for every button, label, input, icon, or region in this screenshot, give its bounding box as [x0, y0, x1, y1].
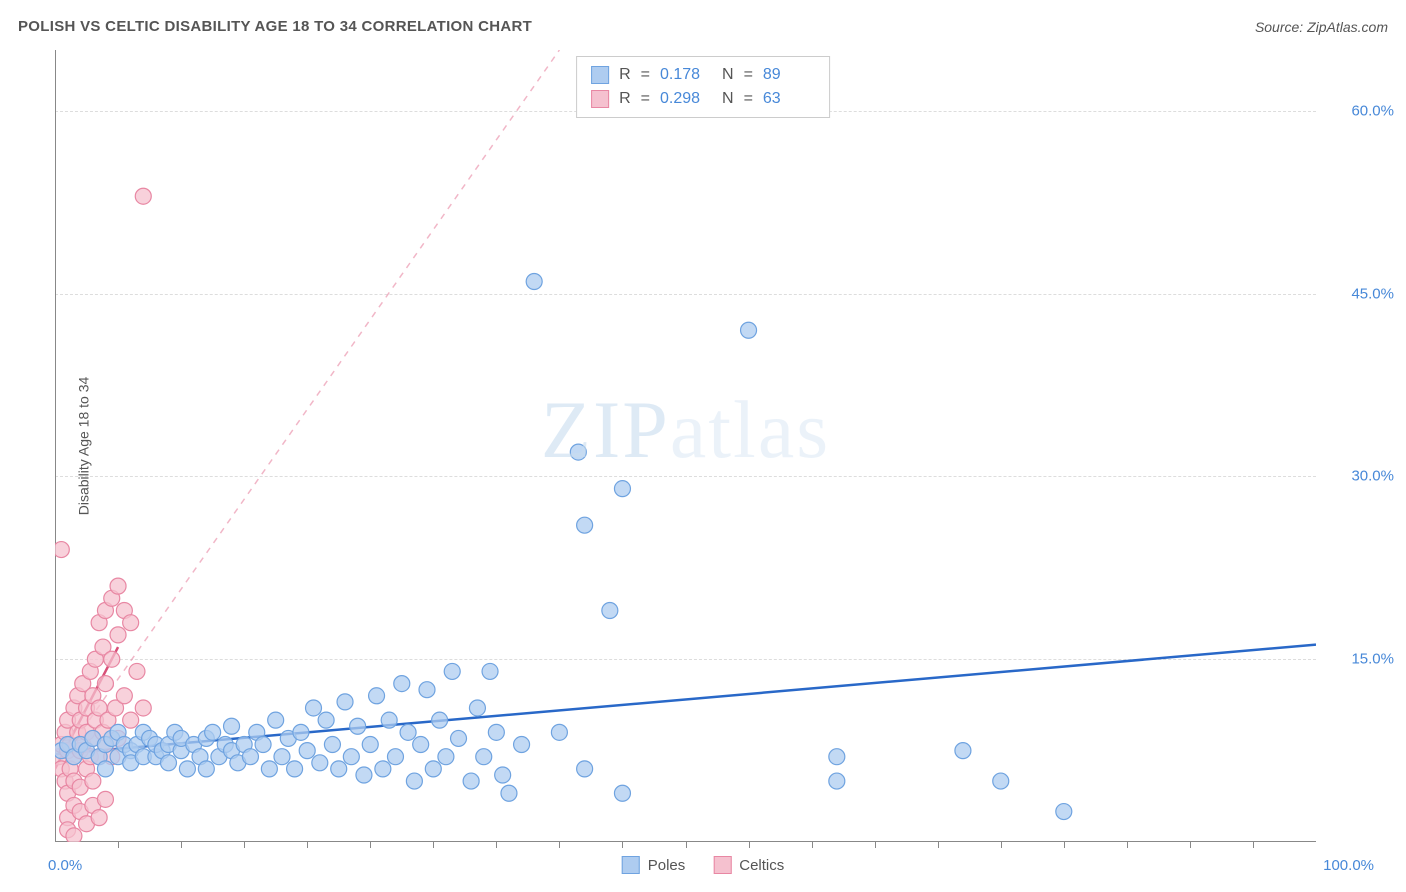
x-minor-tick [812, 842, 813, 848]
x-minor-tick [244, 842, 245, 848]
celtics-swatch-icon [591, 90, 609, 108]
chart-title: POLISH VS CELTIC DISABILITY AGE 18 TO 34… [18, 18, 532, 35]
y-tick-label: 15.0% [1351, 651, 1394, 668]
x-minor-tick [496, 842, 497, 848]
poles-legend-swatch-icon [622, 856, 640, 874]
x-minor-tick [118, 842, 119, 848]
y-tick-label: 60.0% [1351, 102, 1394, 119]
poles-n-value: 89 [763, 63, 815, 87]
x-minor-tick [370, 842, 371, 848]
x-tick-min: 0.0% [48, 857, 82, 874]
series-legend: Poles Celtics [622, 856, 785, 874]
legend-item-celtics: Celtics [713, 856, 784, 874]
legend-item-poles: Poles [622, 856, 686, 874]
poles-swatch-icon [591, 66, 609, 84]
poles-legend-label: Poles [648, 857, 686, 874]
celtics-legend-label: Celtics [739, 857, 784, 874]
x-minor-tick [1127, 842, 1128, 848]
x-tick-max: 100.0% [1323, 857, 1374, 874]
x-minor-tick [622, 842, 623, 848]
x-minor-tick [1064, 842, 1065, 848]
y-tick-label: 30.0% [1351, 468, 1394, 485]
x-minor-tick [1253, 842, 1254, 848]
scatter-plot [55, 50, 1316, 842]
celtics-r-value: 0.298 [660, 87, 712, 111]
stats-row-celtics: R = 0.298 N = 63 [591, 87, 815, 111]
x-minor-tick [433, 842, 434, 848]
celtics-n-value: 63 [763, 87, 815, 111]
celtics-legend-swatch-icon [713, 856, 731, 874]
correlation-stats-box: R = 0.178 N = 89 R = 0.298 N = 63 [576, 56, 830, 118]
poles-r-value: 0.178 [660, 63, 712, 87]
stats-row-poles: R = 0.178 N = 89 [591, 63, 815, 87]
x-minor-tick [1190, 842, 1191, 848]
x-minor-tick [749, 842, 750, 848]
source-label: Source: ZipAtlas.com [1255, 19, 1388, 35]
plot-area: ZIPatlas [55, 50, 1316, 842]
x-minor-tick [686, 842, 687, 848]
chart-header: POLISH VS CELTIC DISABILITY AGE 18 TO 34… [18, 18, 1388, 35]
y-tick-label: 45.0% [1351, 285, 1394, 302]
x-minor-tick [938, 842, 939, 848]
x-minor-tick [1001, 842, 1002, 848]
x-minor-tick [875, 842, 876, 848]
x-minor-tick [307, 842, 308, 848]
x-minor-tick [181, 842, 182, 848]
x-minor-tick [559, 842, 560, 848]
